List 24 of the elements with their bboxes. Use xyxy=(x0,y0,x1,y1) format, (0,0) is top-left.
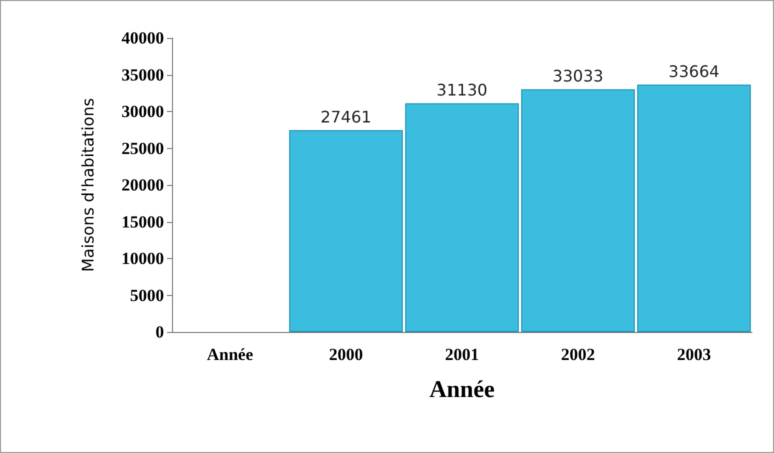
y-tick-label: 20000 xyxy=(122,176,164,194)
y-tick-label: 10000 xyxy=(122,249,164,268)
y-tick-label: 5000 xyxy=(130,286,164,305)
data-label: 27461 xyxy=(320,108,372,127)
bar xyxy=(405,103,519,332)
y-tick-label: 30000 xyxy=(122,102,164,121)
x-tick-label: 2001 xyxy=(445,345,479,364)
x-tick-label: Année xyxy=(206,345,254,364)
data-label: 33664 xyxy=(668,62,720,82)
y-tick-label: 15000 xyxy=(122,212,164,232)
data-label: 33033 xyxy=(552,66,604,86)
y-axis-title: Maisons d'habitations xyxy=(78,98,98,272)
bar xyxy=(637,84,751,332)
bar xyxy=(521,89,635,332)
data-label: 31130 xyxy=(436,80,488,100)
bar xyxy=(289,130,403,332)
x-axis-title: Année xyxy=(429,377,496,403)
y-tick-label: 35000 xyxy=(122,65,164,84)
x-tick-label: 2002 xyxy=(561,345,595,364)
y-tick-label: 0 xyxy=(156,322,164,342)
x-tick-label: 2000 xyxy=(329,345,363,364)
x-tick-label: 2003 xyxy=(677,345,711,364)
y-tick-label: 40000 xyxy=(122,28,164,48)
y-tick-label: 25000 xyxy=(122,138,164,158)
